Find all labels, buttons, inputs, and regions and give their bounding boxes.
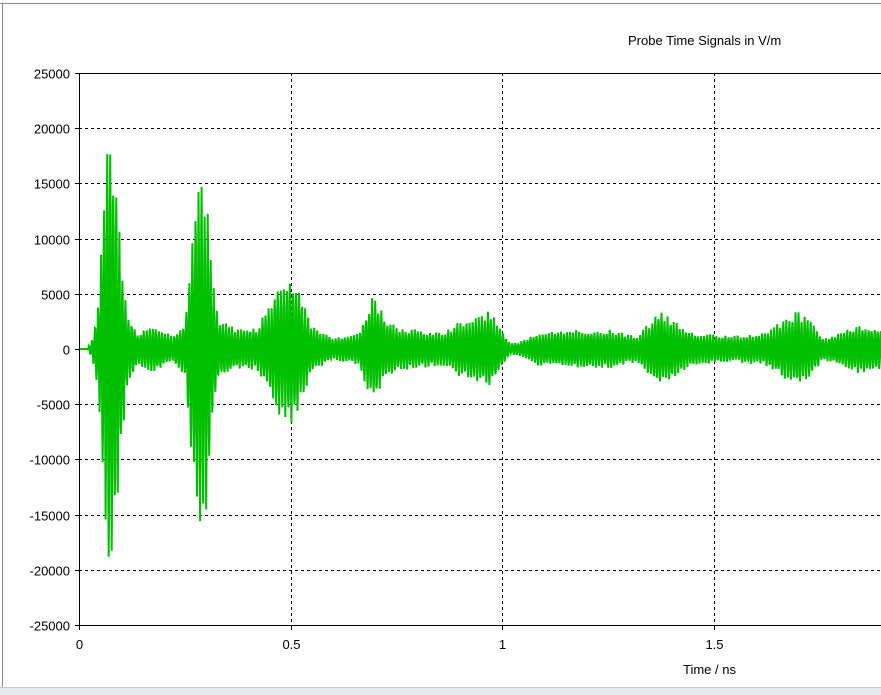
x-axis-label: Time / ns: [683, 662, 736, 677]
bottom-tab-strip: [0, 687, 881, 695]
chart-title: Probe Time Signals in V/m: [628, 33, 781, 48]
x-tick-label: 0.5: [282, 637, 300, 652]
signal-line: [79, 154, 881, 557]
x-tick-label: 0: [76, 637, 83, 652]
x-tick-label: 1: [499, 637, 506, 652]
axes: [75, 73, 881, 630]
y-tick-label: 5000: [41, 288, 70, 303]
y-tick-label: -10000: [30, 453, 70, 468]
signal-series: [79, 154, 881, 557]
x-tick-label: 1.5: [705, 637, 723, 652]
y-tick-label: 25000: [34, 67, 70, 82]
y-tick-label: 10000: [34, 233, 70, 248]
y-tick-label: 0: [63, 343, 70, 358]
y-tick-label: -25000: [30, 619, 70, 634]
y-tick-label: -15000: [30, 509, 70, 524]
y-tick-labels: 25000 20000 15000 10000 5000 0 -5000 -10000 -150…: [30, 67, 70, 634]
y-tick-label: -20000: [30, 564, 70, 579]
y-tick-label: 20000: [34, 122, 70, 137]
x-tick-labels: 0 0.5 1 1.5: [76, 637, 724, 652]
y-tick-label: 15000: [34, 177, 70, 192]
y-tick-label: -5000: [37, 398, 70, 413]
